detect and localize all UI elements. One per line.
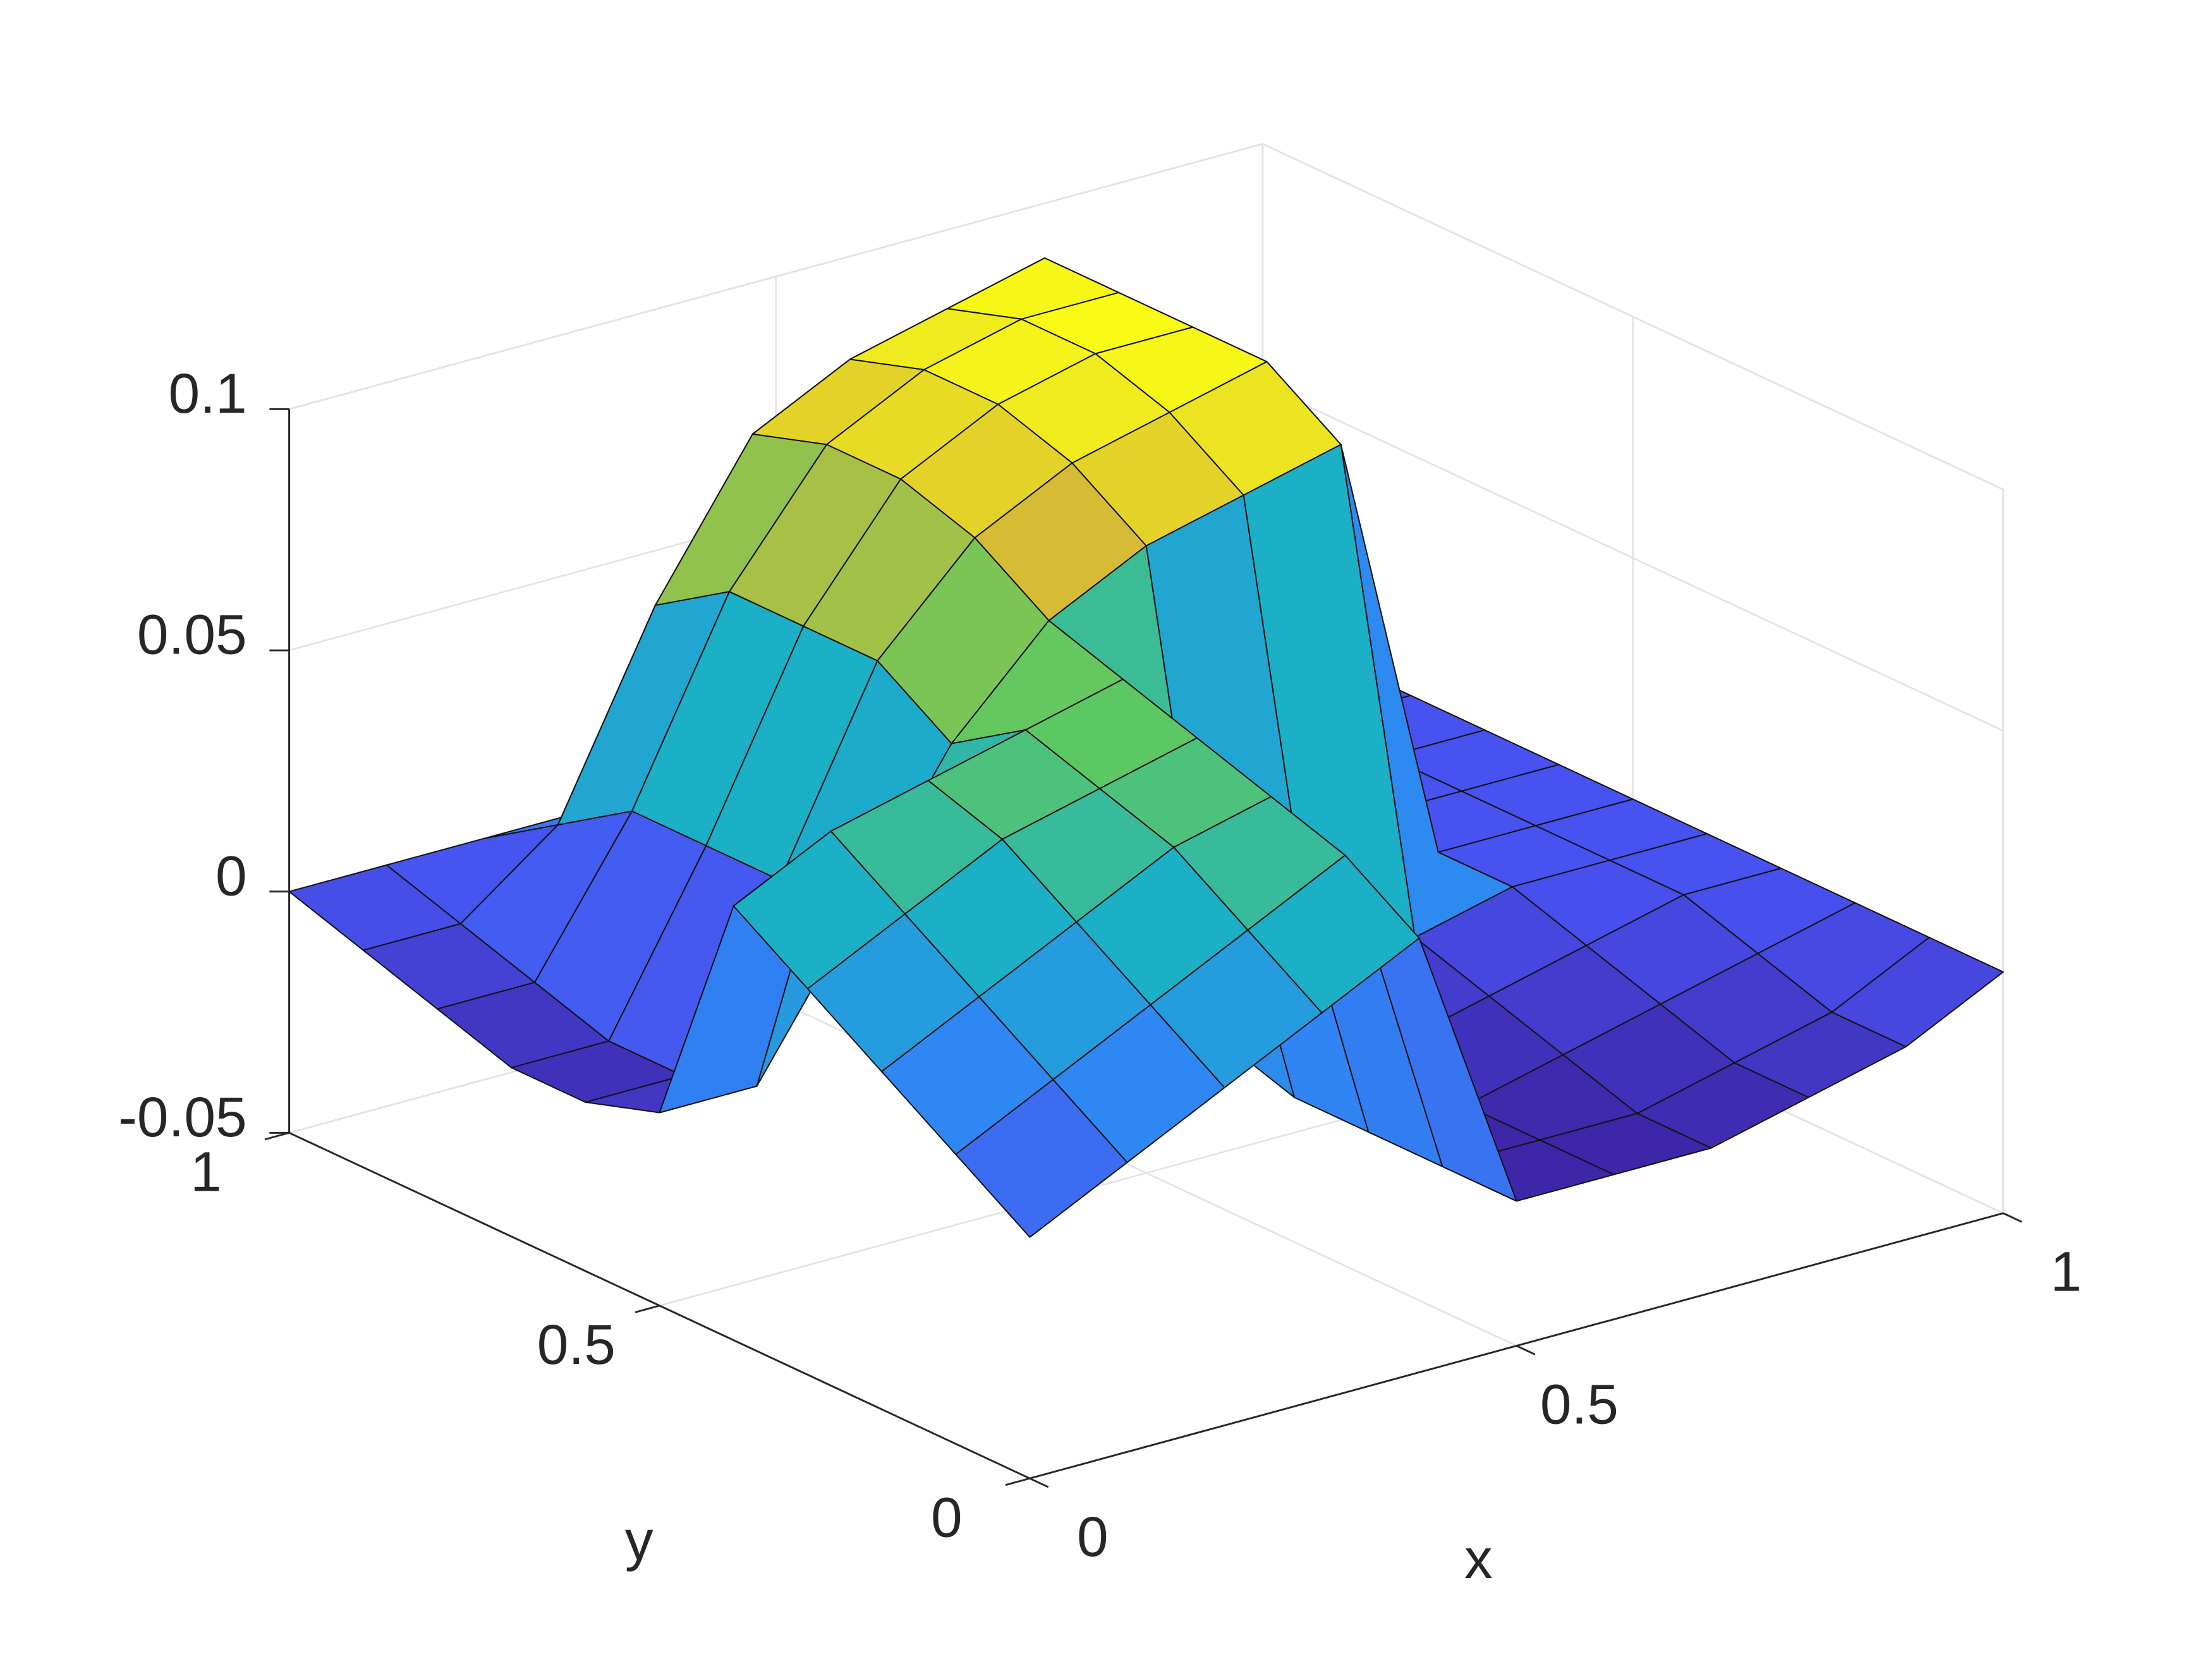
- x-axis-label: x: [1464, 1527, 1493, 1590]
- y-axis-label: y: [625, 1509, 653, 1572]
- surface: [288, 257, 2004, 1238]
- grid-line: [1262, 143, 2004, 490]
- x-tick: [1029, 1477, 1049, 1488]
- x-tick-label: 0: [1077, 1505, 1109, 1568]
- x-tick: [2003, 1212, 2022, 1223]
- grid-line: [1262, 384, 2004, 732]
- y-tick-label: 0.5: [537, 1313, 616, 1376]
- y-tick-label: 0: [931, 1486, 963, 1549]
- y-tick-label: 1: [190, 1140, 222, 1203]
- surface-patch: [955, 1079, 1128, 1238]
- grid-line: [289, 143, 1263, 410]
- y-axis: [288, 1132, 1031, 1480]
- z-tick-label: 0.1: [169, 362, 247, 425]
- x-tick: [1516, 1345, 1536, 1356]
- y-tick: [1005, 1477, 1030, 1486]
- x-tick-label: 0.5: [1540, 1372, 1619, 1435]
- z-tick-label: 0.05: [137, 603, 247, 666]
- z-tick-label: 0: [216, 844, 247, 907]
- y-tick: [635, 1304, 660, 1313]
- y-tick: [264, 1132, 289, 1141]
- z-tick-label: -0.05: [118, 1085, 246, 1148]
- x-tick-label: 1: [2050, 1240, 2082, 1303]
